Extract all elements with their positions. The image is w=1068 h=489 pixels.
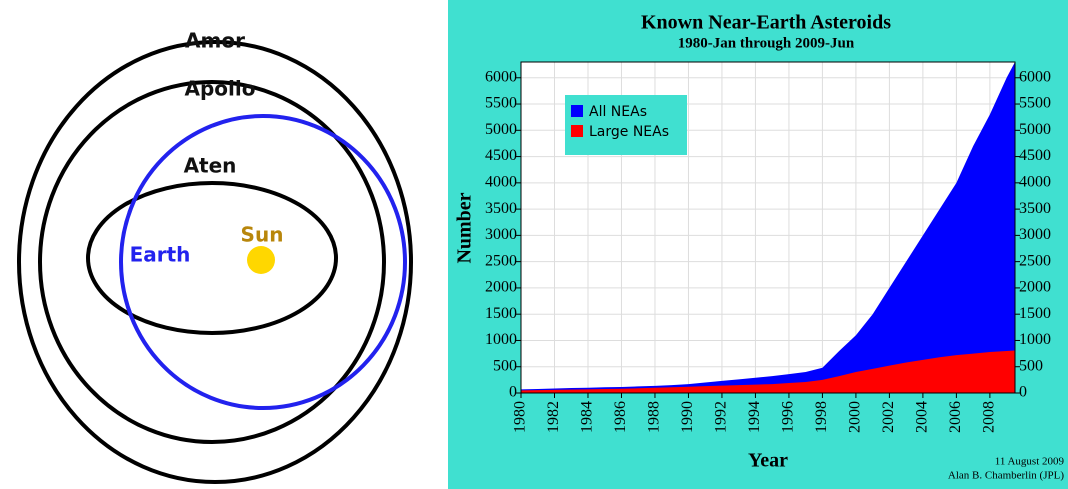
y2-tick-label: 5500 bbox=[1019, 95, 1051, 112]
legend-box bbox=[565, 95, 687, 155]
x-tick-label: 1990 bbox=[679, 401, 696, 433]
y-tick-label: 0 bbox=[509, 384, 517, 401]
y-tick-label: 5000 bbox=[485, 121, 517, 138]
credit-date: 11 August 2009 bbox=[995, 456, 1065, 468]
legend-swatch bbox=[571, 125, 583, 137]
x-tick-label: 2002 bbox=[880, 401, 897, 433]
y2-tick-label: 3500 bbox=[1019, 200, 1051, 217]
y2-tick-label: 1500 bbox=[1019, 305, 1051, 322]
credit-author: Alan B. Chamberlin (JPL) bbox=[948, 470, 1064, 482]
y-tick-label: 2000 bbox=[485, 279, 517, 296]
y2-tick-label: 3000 bbox=[1019, 226, 1051, 243]
chart-subtitle: 1980-Jan through 2009-Jun bbox=[678, 35, 855, 51]
sun bbox=[247, 246, 275, 274]
x-tick-label: 1998 bbox=[813, 401, 830, 433]
plot-frame bbox=[520, 61, 1016, 394]
y-tick-label: 6000 bbox=[485, 68, 517, 85]
x-tick-label: 2000 bbox=[847, 401, 864, 433]
x-tick-label: 1996 bbox=[780, 401, 797, 433]
x-tick-label: 1988 bbox=[646, 401, 663, 433]
aten-orbit bbox=[86, 181, 338, 335]
area bbox=[521, 62, 1015, 393]
x-tick-label: 1980 bbox=[512, 401, 529, 433]
apollo-label: Apollo bbox=[185, 77, 256, 101]
area bbox=[521, 350, 1015, 393]
amor-orbit bbox=[17, 40, 413, 484]
x-tick-label: 2006 bbox=[947, 401, 964, 433]
y2-tick-label: 2000 bbox=[1019, 279, 1051, 296]
earth-label: Earth bbox=[130, 243, 191, 267]
y-tick-label: 4000 bbox=[485, 174, 517, 191]
y-tick-label: 1500 bbox=[485, 305, 517, 322]
legend-label: Large NEAs bbox=[589, 124, 669, 140]
y-tick-label: 1000 bbox=[485, 331, 517, 348]
y2-tick-label: 2500 bbox=[1019, 252, 1051, 269]
x-tick-label: 2004 bbox=[914, 401, 931, 433]
chart-title: Known Near-Earth Asteroids bbox=[641, 12, 891, 34]
y2-tick-label: 0 bbox=[1019, 384, 1027, 401]
y-axis-label: Number bbox=[454, 192, 476, 263]
x-axis-label: Year bbox=[748, 450, 788, 472]
x-tick-label: 1992 bbox=[713, 401, 730, 433]
x-tick-label: 1984 bbox=[579, 401, 596, 433]
earth-orbit bbox=[119, 114, 407, 410]
x-tick-label: 1982 bbox=[545, 401, 562, 433]
y2-tick-label: 4000 bbox=[1019, 174, 1051, 191]
y2-tick-label: 6000 bbox=[1019, 68, 1051, 85]
x-tick-label: 1994 bbox=[746, 401, 763, 433]
orbit-diagram: Amor Apollo Aten Earth Sun bbox=[17, 29, 413, 484]
sun-label: Sun bbox=[241, 223, 284, 247]
y2-tick-label: 1000 bbox=[1019, 331, 1051, 348]
x-tick-label: 2008 bbox=[981, 401, 998, 433]
y-tick-label: 3500 bbox=[485, 200, 517, 217]
legend-swatch bbox=[571, 105, 583, 117]
y-tick-label: 5500 bbox=[485, 95, 517, 112]
apollo-orbit bbox=[38, 80, 386, 444]
y-tick-label: 4500 bbox=[485, 147, 517, 164]
y2-tick-label: 500 bbox=[1019, 357, 1043, 374]
y2-tick-label: 4500 bbox=[1019, 147, 1051, 164]
y-tick-label: 3000 bbox=[485, 226, 517, 243]
x-tick-label: 1986 bbox=[612, 401, 629, 433]
y-tick-label: 500 bbox=[493, 357, 517, 374]
y-tick-label: 2500 bbox=[485, 252, 517, 269]
aten-label: Aten bbox=[184, 154, 237, 178]
y2-tick-label: 5000 bbox=[1019, 121, 1051, 138]
amor-label: Amor bbox=[185, 29, 245, 53]
legend-label: All NEAs bbox=[589, 104, 647, 120]
